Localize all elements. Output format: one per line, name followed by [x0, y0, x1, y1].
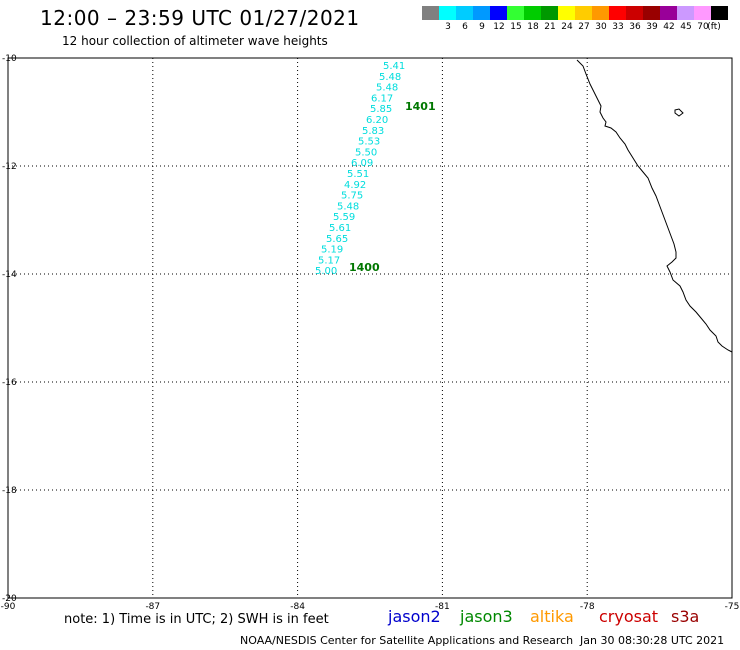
latitude-tick-label: -16 [2, 378, 17, 388]
wave-height-value: 5.48 [376, 83, 398, 94]
scale-label: 70 [697, 22, 709, 32]
satellite-legend-jason3: jason3 [460, 607, 513, 626]
scale-label: 9 [479, 22, 485, 32]
longitude-tick-label: -75 [725, 602, 740, 612]
longitude-tick-label: -84 [290, 602, 305, 612]
scale-swatch [524, 6, 541, 20]
wave-height-value: 5.48 [379, 72, 401, 83]
wave-height-value: 5.53 [358, 137, 380, 148]
credit-line: NOAA/NESDIS Center for Satellite Applica… [240, 634, 574, 647]
scale-label: 6 [462, 22, 468, 32]
wave-height-value: 5.65 [326, 234, 348, 245]
wave-height-value: 5.75 [341, 191, 363, 202]
scale-swatch [711, 6, 728, 20]
scale-label: 27 [578, 22, 590, 32]
color-scale-legend: 3 6 9 12 15 18 21 24 27 30 33 36 39 42 45 70 (ft) [422, 6, 728, 36]
island-outline [674, 108, 684, 117]
longitude-tick-label: -90 [1, 602, 16, 612]
scale-swatch [473, 6, 490, 20]
wave-height-value: 5.19 [321, 245, 343, 256]
observation-time-label: 1401 [405, 100, 436, 113]
latitude-tick-label: -20 [2, 594, 17, 604]
latitude-tick-label: -18 [2, 486, 17, 496]
satellite-legend-altika: altika [530, 607, 574, 626]
scale-unit-label: (ft) [707, 22, 721, 32]
wave-height-value: 5.50 [355, 147, 377, 158]
scale-swatch [609, 6, 626, 20]
wave-height-value: 5.59 [333, 212, 355, 223]
wave-height-value: 4.92 [344, 180, 366, 191]
wave-height-value: 6.17 [371, 93, 393, 104]
scale-swatch [626, 6, 643, 20]
wave-height-value: 5.85 [370, 104, 392, 115]
scale-label: 39 [646, 22, 658, 32]
satellite-legend-jason2: jason2 [388, 607, 441, 626]
scale-label: 24 [561, 22, 573, 32]
map-frame [7, 57, 733, 599]
scale-label: 42 [663, 22, 675, 32]
scale-swatch [439, 6, 456, 20]
generation-timestamp: Jan 30 08:30:28 UTC 2021 [580, 634, 725, 647]
scale-label: 21 [544, 22, 556, 32]
latitude-tick-label: -14 [2, 270, 17, 280]
scale-swatch [507, 6, 524, 20]
wave-height-value: 5.48 [337, 201, 359, 212]
scale-swatch [575, 6, 592, 20]
scale-label: 12 [493, 22, 505, 32]
longitude-tick-label: -87 [145, 602, 160, 612]
scale-label: 33 [612, 22, 624, 32]
scale-swatch [643, 6, 660, 20]
scale-swatch [694, 6, 711, 20]
scale-swatch [456, 6, 473, 20]
longitude-tick-label: -78 [580, 602, 595, 612]
scale-swatch [422, 6, 439, 20]
map-subtitle: 12 hour collection of altimeter wave hei… [62, 34, 328, 48]
scale-swatch [677, 6, 694, 20]
scale-label: 45 [680, 22, 692, 32]
coastline [576, 59, 733, 353]
wave-height-value: 6.09 [351, 158, 373, 169]
wave-height-value: 5.83 [362, 126, 384, 137]
wave-height-value: 5.61 [329, 223, 351, 234]
scale-swatch [592, 6, 609, 20]
wave-height-value: 6.20 [366, 115, 388, 126]
scale-label: 15 [510, 22, 522, 32]
wave-height-value: 5.41 [383, 61, 405, 72]
scale-swatch [660, 6, 677, 20]
wave-height-value: 5.00 [315, 266, 337, 277]
latitude-tick-label: -12 [2, 162, 17, 172]
scale-label: 18 [527, 22, 539, 32]
units-note: note: 1) Time is in UTC; 2) SWH is in fe… [64, 612, 329, 627]
satellite-legend-s3a: s3a [671, 607, 700, 626]
wave-height-value: 5.51 [347, 169, 369, 180]
longitude-tick-label: -81 [435, 602, 450, 612]
scale-label: 3 [445, 22, 451, 32]
scale-swatch [558, 6, 575, 20]
satellite-legend-cryosat: cryosat [599, 607, 659, 626]
observation-time-label: 1400 [349, 261, 380, 274]
wave-height-value: 5.17 [318, 255, 340, 266]
map-title: 12:00 – 23:59 UTC 01/27/2021 [40, 6, 360, 30]
scale-label: 30 [595, 22, 607, 32]
scale-swatch [490, 6, 507, 20]
scale-label: 36 [629, 22, 641, 32]
scale-swatch [541, 6, 558, 20]
latitude-tick-label: -10 [2, 54, 17, 64]
